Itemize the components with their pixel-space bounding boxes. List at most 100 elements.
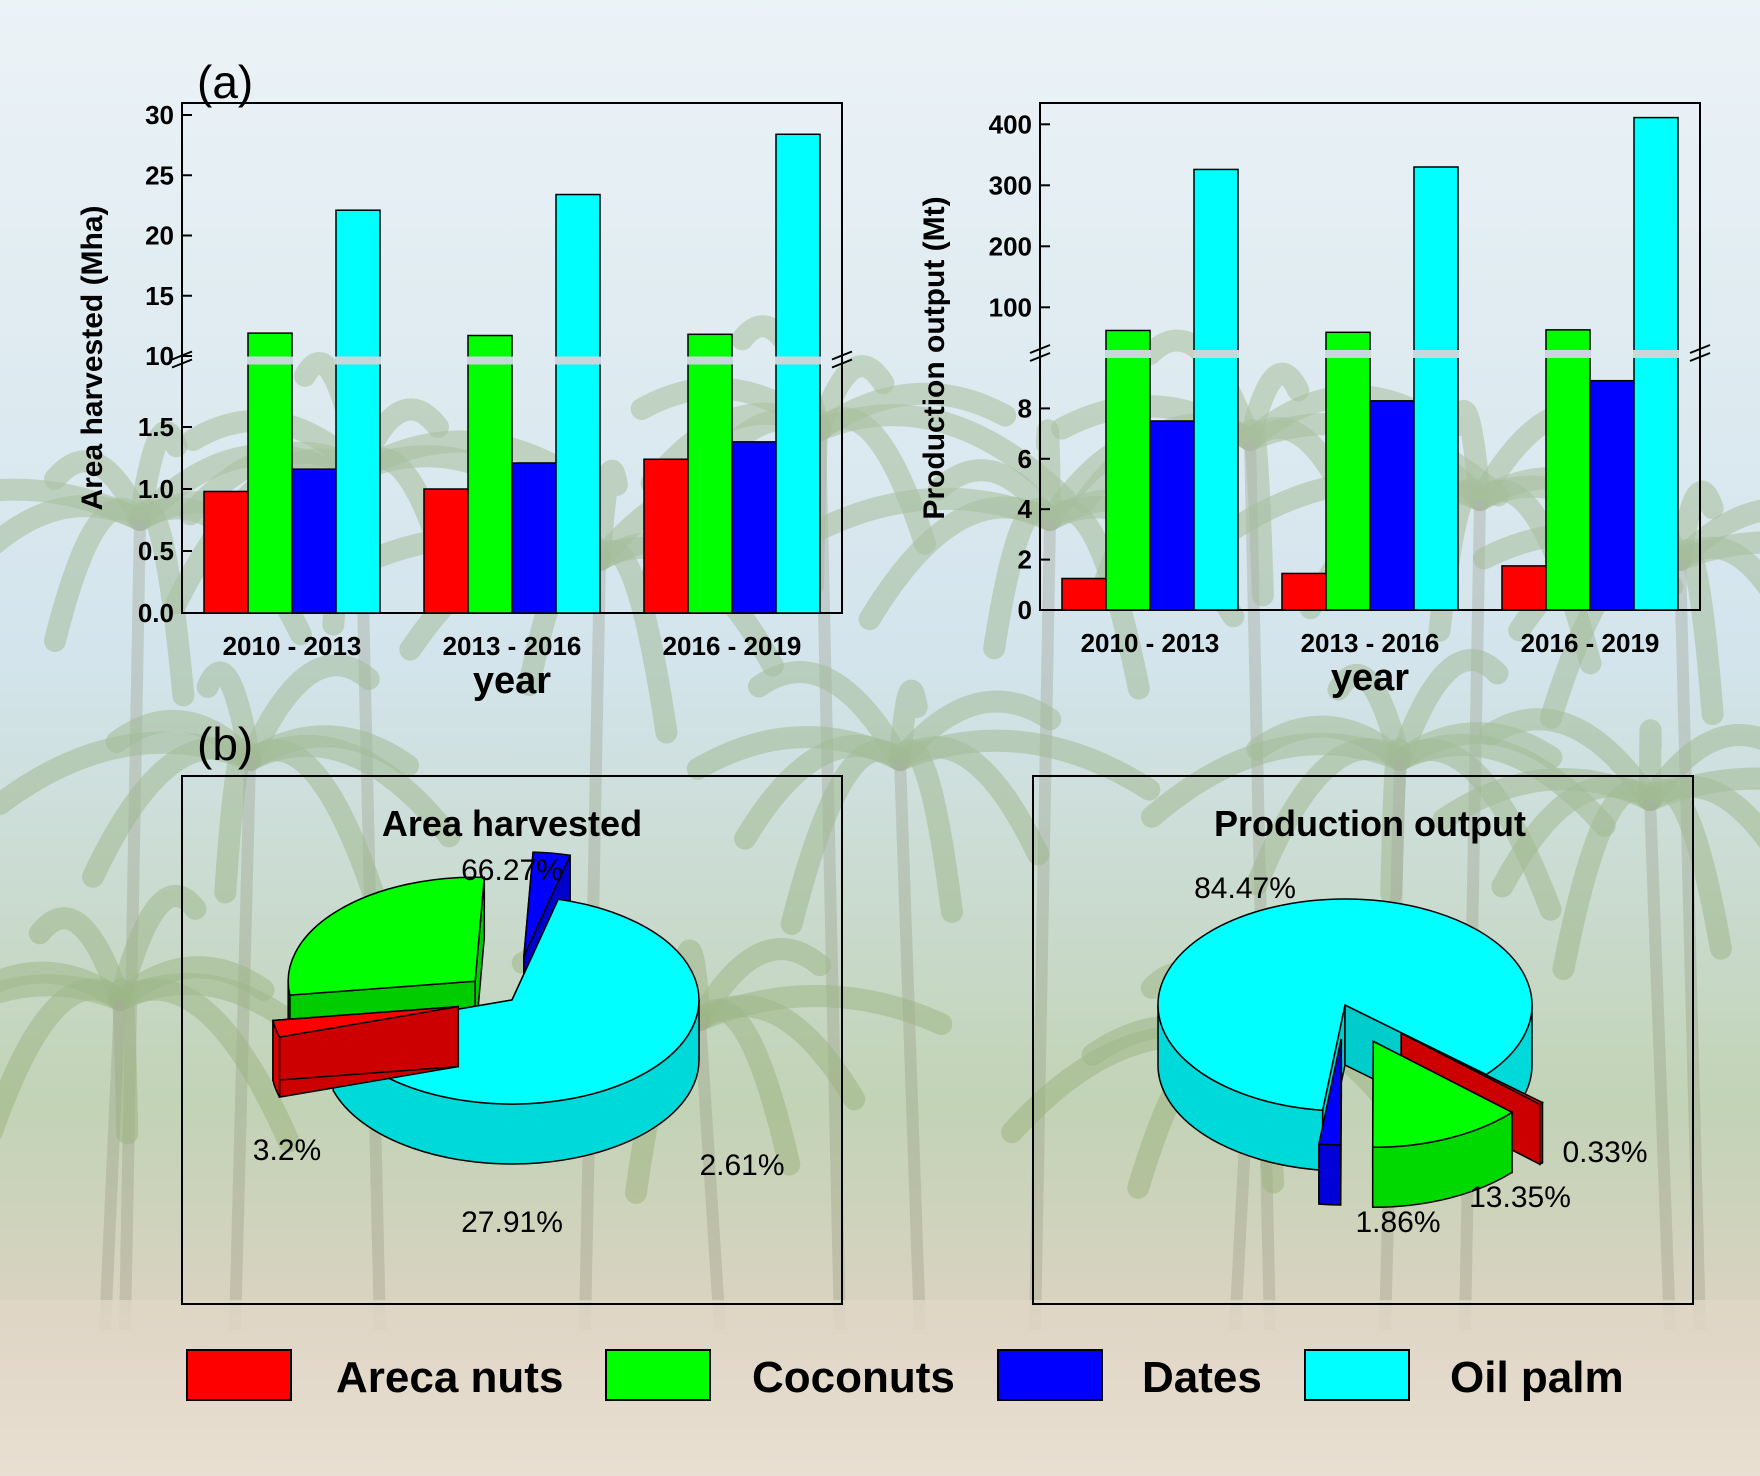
axis-break-mark — [1029, 344, 1051, 354]
palm-crown — [0, 654, 461, 1331]
area-pie-frame — [181, 775, 843, 1305]
x-tick-label: 2016 - 2019 — [663, 631, 802, 661]
palm-frond — [1246, 715, 1411, 771]
x-tick-label: 2013 - 2016 — [443, 631, 582, 661]
palm-frond — [1639, 775, 1760, 849]
production-pie-title: Production output — [1214, 803, 1526, 844]
palm-frond — [109, 978, 300, 1153]
production-pie-frame — [1032, 775, 1694, 1305]
legend-label-coconuts: Coconuts — [752, 1353, 955, 1402]
bar-coconuts — [467, 334, 513, 614]
palm-frond — [105, 709, 261, 771]
palm-frond — [129, 420, 188, 531]
axis-break-gap — [687, 356, 733, 365]
bar-areca-nuts — [203, 490, 249, 614]
legend-label-areca-nuts: Areca nuts — [336, 1353, 563, 1402]
pie-slice-top — [1157, 898, 1533, 1112]
axis-break-gap — [1413, 350, 1459, 358]
palm-trunk — [229, 759, 256, 1331]
legend-swatch-coconuts — [605, 1349, 711, 1401]
production-bar-chart-marks: 2010 - 2013 2013 - 2016 2016 - 2019 0 2 4 6 8 10… — [989, 109, 1711, 658]
palm-frond — [0, 478, 151, 531]
palm-trunk — [99, 999, 126, 1331]
palm-frond — [44, 497, 151, 652]
palm-frond — [239, 734, 461, 848]
palm-frond — [239, 725, 420, 777]
palm-frond — [792, 487, 1061, 550]
area-pie-marks — [272, 851, 700, 1165]
palm-frond — [1669, 539, 1724, 726]
bar-oil-palm — [555, 193, 601, 614]
bar-coconuts — [1545, 329, 1591, 611]
palm-frond — [1669, 536, 1760, 595]
pie-slice-top — [523, 851, 572, 957]
y-tick-label: 2 — [1018, 545, 1032, 575]
palm-frond — [214, 738, 261, 904]
axis-break-gap — [1325, 350, 1371, 358]
palm-trunk — [1244, 439, 1276, 1331]
y-tick-label: 400 — [989, 109, 1032, 139]
palm-frond — [1389, 733, 1616, 837]
y-tick-label: 1.0 — [138, 474, 174, 504]
pie-label-areca-nuts: 2.61% — [699, 1149, 784, 1182]
production-bar-ylabel: Production output (Mt) — [918, 196, 951, 519]
bar-dates — [291, 468, 337, 614]
area-bar-xlabel: year — [473, 660, 551, 702]
y-tick-label: 30 — [145, 100, 174, 130]
axis-break-mark — [1689, 352, 1711, 362]
bar-oil-palm — [1193, 168, 1239, 611]
panel-label-a: (a) — [197, 56, 253, 108]
pie-label-areca-nuts: 0.33% — [1562, 1136, 1647, 1169]
pie-slice-side — [1539, 1101, 1544, 1166]
pie-slice-coconuts — [1371, 1040, 1514, 1209]
palm-frond — [0, 495, 151, 554]
axis-break-mark — [171, 358, 193, 369]
palm-frond — [109, 978, 139, 1145]
area-bar-chart: 2010 - 2013 2013 - 2016 2016 - 2019 0.0 0.5 1… — [76, 100, 853, 702]
palm-frond — [1639, 719, 1662, 811]
bar-areca-nuts — [423, 488, 469, 614]
palm-frond — [1639, 724, 1760, 811]
palm-frond — [889, 729, 1161, 801]
palm-frond — [0, 978, 131, 1140]
palm-frond — [809, 407, 936, 555]
bar-coconuts — [1105, 329, 1151, 611]
palm-frond — [28, 907, 131, 1011]
y-tick-label: 1.5 — [138, 412, 174, 442]
palm-frond — [889, 736, 1050, 866]
palm-frond — [734, 735, 911, 850]
legend-swatch-oil-palm — [1304, 1349, 1410, 1401]
palm-trunk — [1029, 519, 1056, 1331]
palm-frond — [747, 661, 911, 771]
bar-areca-nuts — [1501, 565, 1547, 611]
y-tick-label: 15 — [145, 281, 174, 311]
palm-frond — [889, 739, 964, 923]
palm-frond — [689, 985, 953, 1036]
y-tick-label: 300 — [989, 170, 1032, 200]
palm-frond — [927, 459, 1061, 531]
pie-slice-top — [1318, 1038, 1343, 1146]
pie-label-coconuts: 27.91% — [461, 1206, 563, 1239]
palm-trunk — [694, 1019, 726, 1331]
palm-frond — [1039, 499, 1150, 700]
palm-frond — [1446, 400, 1491, 511]
palm-frond — [689, 995, 866, 1111]
palm-frond — [1239, 362, 1310, 451]
palm-frond — [1491, 775, 1661, 898]
y-tick-label: 6 — [1018, 444, 1032, 474]
palm-frond — [1380, 738, 1411, 905]
bar-coconuts — [247, 332, 293, 614]
axis-break-mark — [171, 350, 193, 361]
bar-oil-palm — [1633, 116, 1679, 611]
y-tick-label: 0.0 — [138, 598, 174, 628]
y-tick-label: 200 — [989, 231, 1032, 261]
area-bar-ylabel: Area harvested (Mha) — [76, 205, 109, 510]
palm-frond — [1432, 768, 1661, 831]
palm-frond — [589, 540, 678, 744]
panel-label-b: (b) — [197, 718, 253, 770]
palm-frond — [1669, 531, 1760, 571]
palm-frond — [1639, 779, 1732, 960]
palm-frond — [196, 661, 261, 771]
x-tick-label: 2016 - 2019 — [1521, 628, 1660, 658]
